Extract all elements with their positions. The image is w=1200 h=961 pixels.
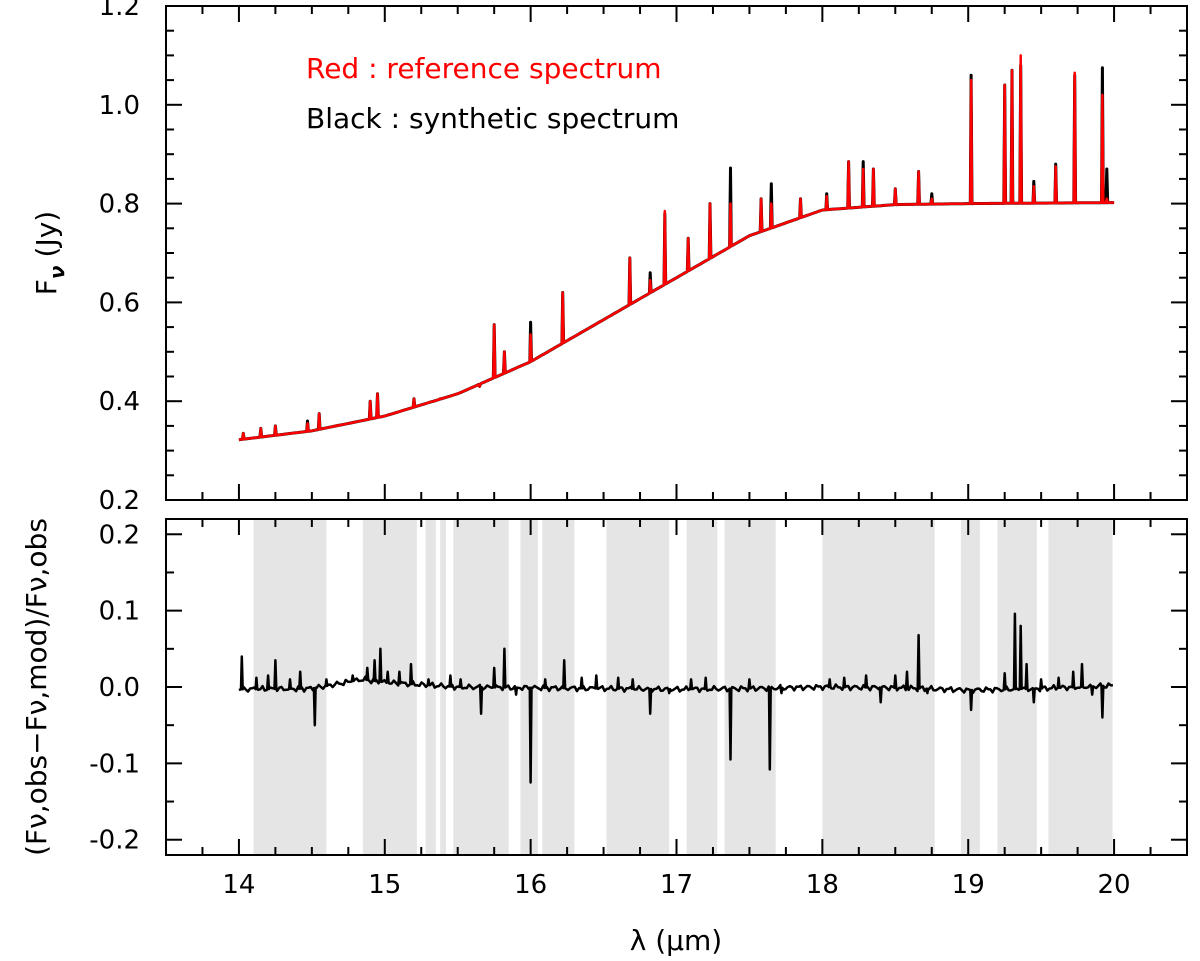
- legend-reference: Red : reference spectrum: [306, 52, 662, 85]
- top-y-tick-label: 0.6: [99, 288, 140, 318]
- x-axis-title: λ (μm): [630, 924, 722, 957]
- top-y-tick-label: 0.4: [99, 387, 140, 417]
- residual-line: [238, 612, 1114, 784]
- x-tick-label: 16: [514, 870, 547, 900]
- top-ylabel-unit: (Jy): [30, 211, 63, 258]
- x-tick-label: 20: [1098, 870, 1131, 900]
- bottom-y-tick-label: -0.1: [89, 749, 140, 779]
- bottom-y-tick-label: 0.2: [99, 520, 140, 550]
- top-ylabel-sub: ν: [45, 265, 69, 279]
- legend-synthetic: Black : synthetic spectrum: [306, 102, 679, 135]
- bottom-y-tick-label: 0.1: [99, 597, 140, 627]
- shaded-range: [960, 520, 980, 854]
- top-y-axis-title: Fν (Jy): [30, 211, 69, 295]
- x-tick-label: 14: [222, 870, 255, 900]
- top-y-tick-label: 0.8: [99, 190, 140, 220]
- x-tick-label: 18: [806, 870, 839, 900]
- x-tick-label: 17: [660, 870, 693, 900]
- top-y-tick-label: 1.2: [99, 0, 140, 22]
- bottom-y-axis-title: (Fν,obs−Fν,mod)/Fν,obs: [20, 518, 53, 856]
- bottom-panel: 14 15 16 17 18 19 20 -0.2 -0.1 0.0 0.1 0.2 (Fν,obs−…: [20, 518, 1188, 957]
- reference-spectrum-line: [238, 54, 1115, 441]
- x-tick-label: 15: [368, 870, 401, 900]
- top-ylabel-main: F: [30, 279, 63, 295]
- shaded-range: [362, 520, 417, 854]
- x-tick-label: 19: [952, 870, 985, 900]
- shaded-range: [425, 520, 436, 854]
- top-y-tick-label: 0.2: [99, 486, 140, 516]
- top-y-tick-label: 1.0: [99, 91, 140, 121]
- bottom-y-tick-label: 0.0: [99, 673, 140, 703]
- bottom-y-tick-label: -0.2: [89, 826, 140, 856]
- top-panel: 0.2 0.4 0.6 0.8 1.0 1.2 Red : reference spect…: [30, 0, 1188, 516]
